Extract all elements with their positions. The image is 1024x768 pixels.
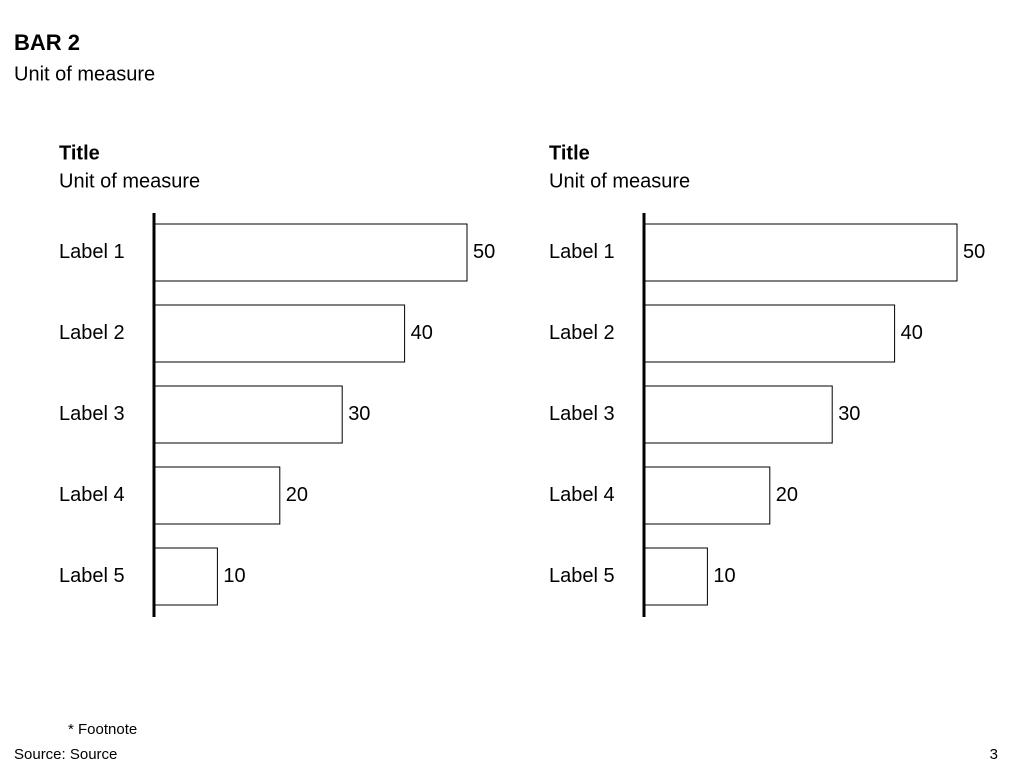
category-label: Label 5 [59, 565, 125, 587]
bar [644, 223, 958, 282]
bar [154, 466, 281, 525]
value-label: 10 [713, 565, 735, 587]
value-label: 30 [838, 403, 860, 425]
bar [644, 385, 833, 444]
bar [644, 547, 708, 606]
category-label: Label 5 [549, 565, 615, 587]
category-label: Label 1 [59, 241, 125, 263]
page-number: 3 [990, 746, 998, 763]
bar [154, 304, 406, 363]
value-label: 40 [901, 322, 923, 344]
bar [154, 547, 218, 606]
bar [644, 304, 896, 363]
value-label: 30 [348, 403, 370, 425]
category-label: Label 2 [59, 322, 125, 344]
chart-title: Title [549, 142, 590, 164]
category-label: Label 4 [59, 484, 125, 506]
category-label: Label 3 [549, 403, 615, 425]
value-label: 40 [411, 322, 433, 344]
chart-subtitle: Unit of measure [59, 170, 200, 192]
slide-subtitle: Unit of measure [14, 63, 155, 85]
value-label: 20 [776, 484, 798, 506]
footnote: * Footnote [68, 721, 137, 738]
category-label: Label 3 [59, 403, 125, 425]
chart-title: Title [59, 142, 100, 164]
bar [154, 223, 468, 282]
bar [154, 385, 343, 444]
value-label: 50 [473, 241, 495, 263]
category-label: Label 2 [549, 322, 615, 344]
value-label: 50 [963, 241, 985, 263]
bar [644, 466, 771, 525]
value-label: 10 [223, 565, 245, 587]
category-label: Label 4 [549, 484, 615, 506]
chart-subtitle: Unit of measure [549, 170, 690, 192]
source: Source: Source [14, 746, 117, 763]
slide-title: BAR 2 [14, 30, 80, 55]
category-label: Label 1 [549, 241, 615, 263]
value-label: 20 [286, 484, 308, 506]
